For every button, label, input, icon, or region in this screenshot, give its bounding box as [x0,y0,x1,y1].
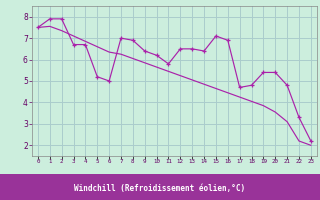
Text: Windchill (Refroidissement éolien,°C): Windchill (Refroidissement éolien,°C) [75,184,245,193]
